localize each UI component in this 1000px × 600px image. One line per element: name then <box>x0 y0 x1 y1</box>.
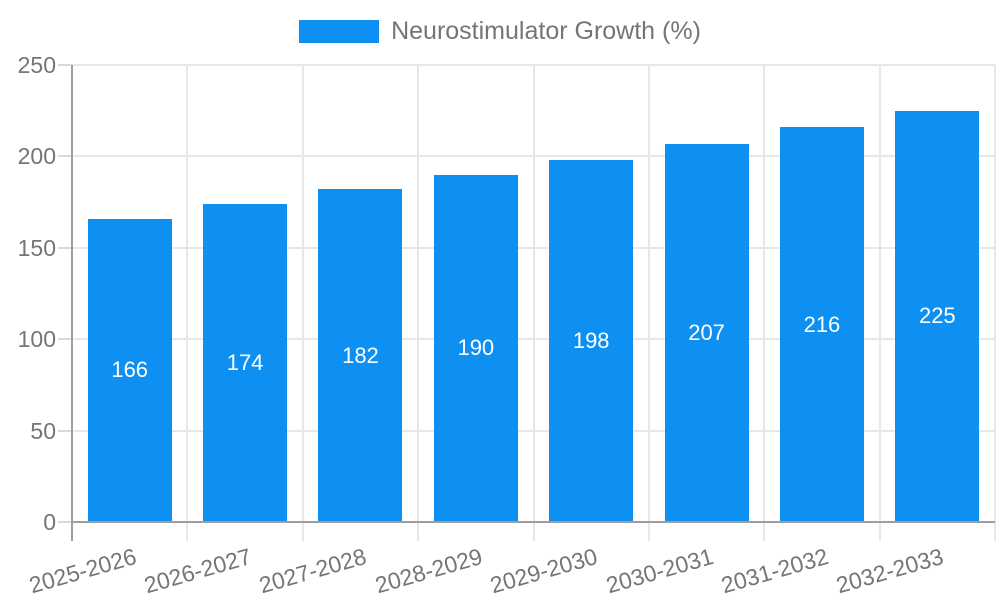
y-axis-tick <box>58 521 72 523</box>
x-axis-label: 2026-2027 <box>141 543 255 599</box>
x-axis-label: 2029-2030 <box>487 543 601 599</box>
bar-value-label: 190 <box>457 335 495 361</box>
y-axis-tick <box>58 246 72 249</box>
x-axis-label: 2030-2031 <box>602 543 716 599</box>
x-axis-label: 2032-2033 <box>833 543 947 599</box>
legend-swatch[interactable] <box>299 20 380 43</box>
bar[interactable]: 207 <box>664 143 749 522</box>
y-axis-tick <box>58 338 72 341</box>
legend: Neurostimulator Growth (%) <box>0 17 1000 46</box>
x-axis-label: 2028-2029 <box>372 543 485 599</box>
x-axis-label: 2031-2032 <box>718 543 832 599</box>
bar-value-label: 198 <box>572 328 610 354</box>
bar[interactable]: 182 <box>318 189 403 522</box>
y-axis-line <box>71 65 73 541</box>
gridline-vertical <box>186 65 189 541</box>
gridline-vertical <box>647 65 650 541</box>
bar-value-label: 207 <box>688 319 725 345</box>
y-axis-tick <box>58 64 72 66</box>
bar-value-label: 216 <box>803 311 841 337</box>
bar[interactable]: 216 <box>779 127 864 522</box>
x-axis-label: 2025-2026 <box>25 543 139 599</box>
bar-value-label: 225 <box>918 303 956 329</box>
bar-value-label: 174 <box>226 349 264 375</box>
bar[interactable]: 198 <box>549 160 634 522</box>
bar[interactable]: 225 <box>895 110 980 522</box>
y-axis-label: 250 <box>17 52 56 78</box>
y-axis-label: 100 <box>17 326 56 353</box>
bar[interactable]: 174 <box>203 203 288 522</box>
y-axis-tick <box>58 155 72 158</box>
y-axis-tick <box>58 429 72 432</box>
gridline-vertical <box>994 65 996 541</box>
gridline-vertical <box>301 65 304 541</box>
bar-value-label: 182 <box>342 342 379 368</box>
gridline-vertical <box>532 65 535 541</box>
gridline-vertical <box>417 65 420 541</box>
y-axis-label: 200 <box>17 143 56 170</box>
bar[interactable]: 190 <box>433 174 518 522</box>
bar-value-label: 166 <box>111 357 149 383</box>
y-axis-label: 50 <box>30 417 56 444</box>
gridline-vertical <box>878 65 881 541</box>
gridline-vertical <box>763 65 766 541</box>
legend-label[interactable]: Neurostimulator Growth (%) <box>391 17 701 45</box>
x-axis-label: 2027-2028 <box>256 543 370 599</box>
y-axis-label: 150 <box>17 234 56 261</box>
x-axis-line <box>71 521 995 523</box>
bar[interactable]: 166 <box>87 218 172 522</box>
y-axis-label: 0 <box>43 509 56 535</box>
